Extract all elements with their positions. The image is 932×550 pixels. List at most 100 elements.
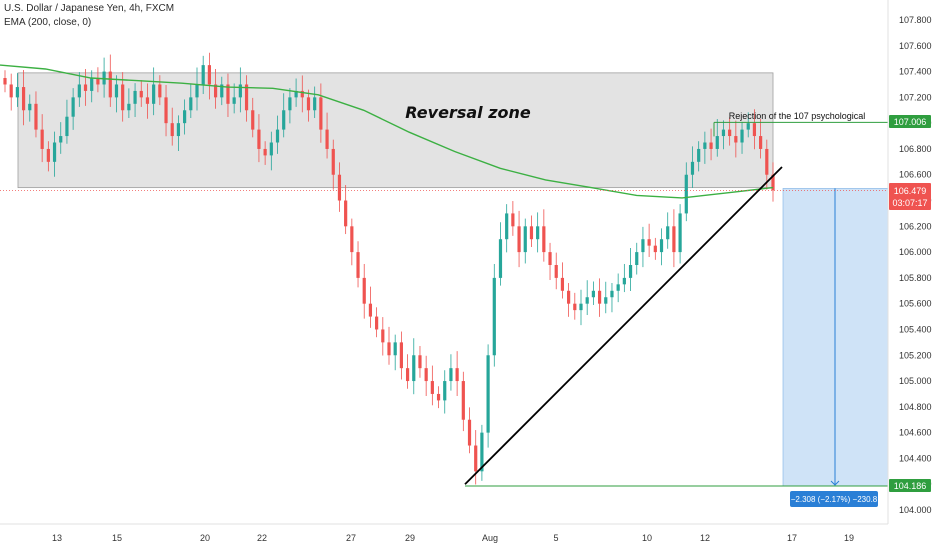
candle-body [474,445,478,472]
candle-body [306,97,311,111]
symbol-title[interactable]: U.S. Dollar / Japanese Yen, 4h, FXCM [4,3,175,14]
candle-body [244,84,249,111]
candle-body [232,97,236,104]
candle-body [746,123,750,130]
candle-body [765,148,769,175]
candle-body [536,226,540,240]
y-tick-label: 107.800 [899,15,932,25]
candle-body [443,381,447,401]
candle-body [480,432,484,472]
x-tick-label: 19 [844,533,854,543]
y-tick-label: 104.000 [899,505,932,515]
candle-body [362,277,366,304]
y-tick-label: 105.000 [899,376,932,386]
candle-body [220,84,224,98]
candle-body [145,97,150,104]
candle-body [597,290,602,304]
candle-body [622,277,626,285]
candle-body [257,129,261,149]
candle-body [183,110,187,124]
candle-body [282,110,286,130]
y-tick-label: 105.800 [899,273,932,283]
candle-body [517,226,521,253]
candle-body [226,84,230,104]
target-price-tag: 104.186 [889,479,931,492]
candle-body [189,97,193,111]
x-tick-label: 27 [346,533,356,543]
x-tick-label: 20 [200,533,210,543]
candlestick-series [3,52,775,485]
candle-body [40,129,44,149]
x-tick-label: 5 [553,533,558,543]
candle-body [635,252,639,265]
candle-body [139,90,143,98]
candle-body [653,245,657,253]
candle-body [108,71,112,98]
candle-body [604,297,608,304]
candle-body [461,381,465,420]
current-price-tag: 106.479 03:07:17 [889,183,931,210]
candle-body [288,97,292,111]
candle-body [697,148,701,162]
candle-body [709,142,713,149]
candle-body [430,381,434,394]
candle-body [164,97,168,124]
candle-body [28,103,32,111]
x-tick-label: 17 [787,533,797,543]
x-tick-label: Aug [482,533,498,543]
y-tick-label: 104.600 [899,428,932,438]
candle-body [127,103,131,111]
candle-body [511,213,515,227]
candle-body [21,87,26,111]
candle-body [77,84,81,98]
candle-body [703,142,707,149]
candle-body [393,342,397,356]
candle-body [83,84,88,91]
x-tick-label: 29 [405,533,415,543]
x-tick-label: 12 [700,533,710,543]
candle-body [678,213,682,253]
candle-body [424,368,428,382]
y-tick-label: 105.600 [899,299,932,309]
candle-body [418,355,422,369]
candle-body [207,65,211,85]
candle-body [591,290,595,298]
ema-200-line [0,64,774,199]
candle-body [263,148,267,156]
measure-arrow-head [830,480,840,486]
candle-body [325,129,329,149]
candle-body [721,129,726,137]
y-axis[interactable]: 107.800107.600107.400107.200107.000106.8… [899,15,932,515]
candle-body [238,84,242,98]
candle-body [579,303,583,311]
current-price-tag-text: 106.479 [894,186,927,196]
candle-body [455,368,459,382]
candle-body [356,252,360,278]
x-axis[interactable]: 13 15 20 22 27 29 Aug 5 10 12 17 19 [52,533,854,543]
candle-body [505,213,509,240]
candle-body [387,342,391,356]
candle-body [498,239,503,278]
candle-body [9,84,13,98]
y-tick-label: 106.800 [899,144,932,154]
indicator-title[interactable]: EMA (200, close, 0) [4,17,92,28]
candle-body [344,200,348,227]
ascending-trendline [464,166,783,485]
y-tick-label: 107.400 [899,67,932,77]
level-107-tag-text: 107.006 [894,117,927,127]
y-tick-label: 105.400 [899,324,932,334]
candle-body [201,65,205,85]
y-tick-label: 104.800 [899,402,932,412]
y-tick-label: 104.400 [899,453,932,463]
candle-body [158,84,162,98]
candle-body [740,129,744,143]
candle-body [585,297,589,304]
candle-body [449,368,453,382]
y-tick-label: 106.000 [899,247,932,257]
candle-body [121,84,125,111]
y-tick-label: 107.600 [899,41,932,51]
candle-body [275,129,280,143]
candle-body [375,316,379,330]
candle-body [269,142,273,156]
